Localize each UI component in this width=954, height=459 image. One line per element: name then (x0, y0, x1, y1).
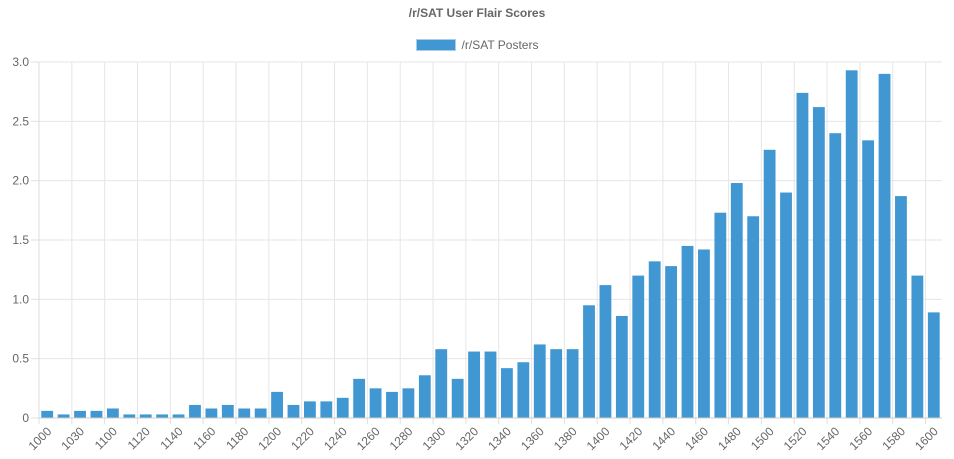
x-tick-label: 1200 (255, 424, 284, 453)
bar (829, 133, 842, 418)
bar (796, 92, 809, 418)
bar (845, 70, 858, 418)
bar (90, 410, 103, 418)
x-tick-label: 1520 (781, 424, 810, 453)
bar (271, 391, 283, 418)
x-tick-label: 1400 (584, 424, 613, 453)
bar (41, 410, 54, 418)
x-tick-label: 1030 (58, 424, 87, 453)
bar (763, 149, 776, 418)
bar (172, 414, 185, 418)
bar (353, 378, 366, 418)
x-tick-label: 1540 (814, 424, 843, 453)
x-tick-label: 1160 (190, 424, 218, 452)
bar (156, 414, 169, 418)
bar (895, 196, 907, 418)
bar (336, 397, 349, 418)
legend-swatch[interactable] (415, 39, 456, 51)
bar (550, 349, 563, 418)
bar (287, 404, 300, 418)
x-tick-label: 1600 (912, 424, 941, 453)
bar (468, 351, 480, 418)
bar (517, 362, 530, 418)
bar (862, 140, 875, 418)
y-tick-label: 3.0 (12, 55, 29, 69)
x-tick-label: 1560 (846, 424, 875, 453)
bar (106, 408, 119, 418)
x-tick-label: 1300 (420, 424, 449, 453)
bar (730, 183, 743, 418)
bar (320, 401, 333, 418)
legend-label[interactable]: /r/SAT Posters (461, 38, 539, 52)
bar (665, 266, 678, 418)
bar (780, 192, 792, 418)
x-tick-label: 1340 (485, 424, 514, 453)
x-tick-label: 1580 (879, 424, 908, 453)
y-tick-label: 0.5 (12, 352, 29, 366)
x-tick-label: 1420 (617, 424, 646, 453)
x-tick-label: 1140 (158, 424, 186, 452)
bar (254, 408, 267, 418)
bar (747, 216, 760, 418)
x-tick-label: 1280 (387, 424, 416, 453)
legend[interactable]: /r/SAT Posters (0, 38, 954, 52)
bar (599, 285, 612, 418)
y-tick-label: 1.5 (12, 233, 29, 247)
x-tick-label: 1460 (682, 424, 711, 453)
x-tick-label: 1100 (92, 424, 120, 452)
bar (927, 312, 940, 418)
bar (714, 212, 727, 418)
bar (74, 410, 86, 418)
x-tick-label: 1260 (354, 424, 383, 453)
x-tick-label: 1120 (125, 424, 153, 452)
bar (123, 414, 136, 418)
x-tick-label: 1180 (223, 424, 251, 452)
bar (435, 349, 448, 418)
x-tick-label: 1220 (288, 424, 317, 453)
y-tick-label: 2.5 (12, 114, 29, 128)
bar (418, 375, 431, 418)
bar (57, 414, 70, 418)
bar (583, 305, 595, 418)
bar (205, 408, 218, 418)
chart-title: /r/SAT User Flair Scores (408, 6, 546, 20)
bar (303, 401, 316, 418)
bar (501, 368, 513, 418)
bar (369, 388, 382, 418)
x-tick-label: 1380 (551, 424, 580, 453)
bar (878, 73, 891, 418)
bar (698, 249, 710, 418)
bar (386, 391, 398, 418)
bar (402, 388, 415, 418)
bar (911, 275, 924, 418)
x-tick-label: 1000 (26, 424, 55, 453)
bar (238, 408, 251, 418)
bar (648, 261, 661, 418)
bar (484, 351, 497, 418)
bar (632, 275, 645, 418)
bar (189, 404, 201, 418)
bar (812, 107, 825, 419)
x-tick-label: 1320 (452, 424, 481, 453)
bar (139, 414, 152, 418)
x-tick-label: 1480 (715, 424, 744, 453)
x-tick-label: 1240 (321, 424, 350, 453)
bar (533, 344, 546, 418)
bar (566, 349, 579, 418)
x-tick-label: 1440 (649, 424, 678, 453)
x-tick-label: 1500 (748, 424, 777, 453)
x-tick-label: 1360 (518, 424, 547, 453)
y-tick-label: 1.0 (12, 292, 29, 306)
bar (615, 315, 628, 418)
bar (681, 245, 694, 418)
bar (451, 378, 464, 418)
bar (221, 404, 234, 418)
y-tick-label: 2.0 (12, 174, 29, 188)
y-tick-label: 0 (22, 411, 29, 425)
